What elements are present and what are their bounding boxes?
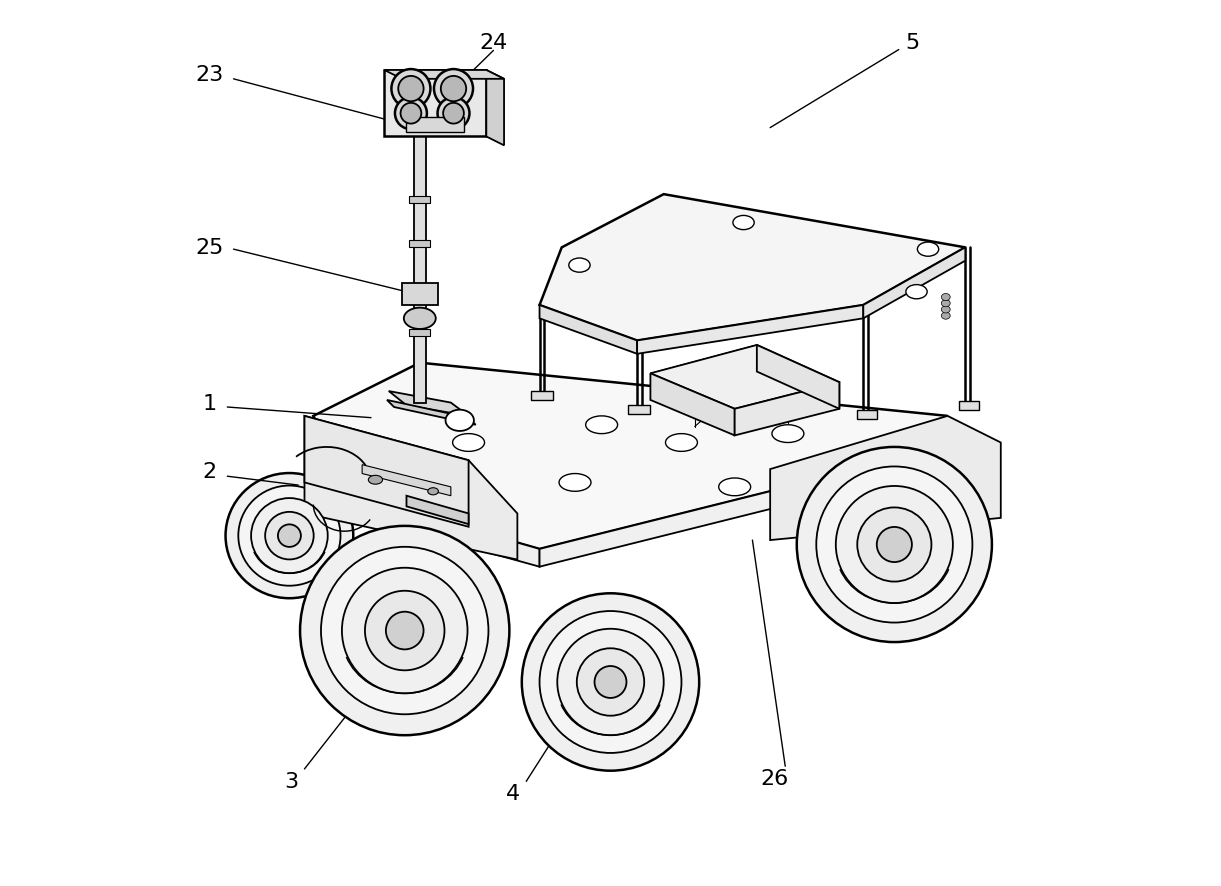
Ellipse shape (817, 467, 972, 623)
Ellipse shape (733, 216, 755, 230)
Ellipse shape (569, 259, 590, 273)
Ellipse shape (433, 70, 473, 109)
Ellipse shape (557, 629, 664, 735)
Polygon shape (863, 248, 966, 319)
Ellipse shape (917, 243, 939, 257)
Ellipse shape (394, 98, 427, 130)
Polygon shape (857, 410, 877, 419)
Text: 25: 25 (195, 238, 223, 258)
Polygon shape (540, 306, 637, 354)
Text: 1: 1 (203, 393, 216, 413)
Ellipse shape (540, 611, 681, 753)
Polygon shape (409, 285, 431, 292)
Polygon shape (409, 197, 431, 204)
Text: 3: 3 (284, 772, 298, 791)
Ellipse shape (941, 307, 950, 314)
Ellipse shape (252, 499, 327, 573)
Ellipse shape (576, 649, 645, 716)
Ellipse shape (443, 104, 464, 124)
Ellipse shape (453, 434, 485, 452)
Ellipse shape (906, 285, 927, 299)
Ellipse shape (595, 666, 626, 698)
Text: 24: 24 (480, 33, 508, 52)
Ellipse shape (857, 508, 932, 582)
Ellipse shape (365, 591, 444, 671)
Ellipse shape (321, 548, 488, 714)
Ellipse shape (398, 77, 424, 102)
Ellipse shape (226, 473, 353, 599)
Polygon shape (304, 416, 469, 527)
Ellipse shape (797, 447, 991, 642)
Ellipse shape (441, 77, 466, 102)
Ellipse shape (404, 308, 436, 330)
Polygon shape (407, 496, 469, 525)
Text: 2: 2 (203, 462, 216, 481)
Ellipse shape (238, 486, 341, 586)
Ellipse shape (665, 434, 697, 452)
Ellipse shape (772, 425, 803, 443)
Polygon shape (304, 416, 518, 560)
Ellipse shape (446, 410, 474, 431)
Ellipse shape (586, 416, 618, 434)
Ellipse shape (369, 476, 382, 485)
Polygon shape (757, 346, 839, 409)
Ellipse shape (719, 478, 751, 496)
Polygon shape (540, 474, 841, 567)
Polygon shape (407, 118, 464, 133)
Polygon shape (651, 374, 735, 436)
Polygon shape (770, 416, 1001, 540)
Polygon shape (353, 496, 540, 567)
Polygon shape (385, 71, 486, 137)
Polygon shape (385, 71, 504, 80)
Ellipse shape (559, 474, 591, 492)
Ellipse shape (386, 612, 424, 649)
Polygon shape (958, 401, 978, 410)
Ellipse shape (342, 568, 468, 694)
Ellipse shape (300, 526, 509, 735)
Polygon shape (486, 71, 504, 146)
Ellipse shape (836, 486, 952, 603)
Polygon shape (387, 400, 476, 425)
Text: 23: 23 (195, 66, 223, 85)
Text: 4: 4 (505, 783, 520, 803)
Polygon shape (363, 465, 451, 496)
Text: 5: 5 (905, 33, 919, 52)
Ellipse shape (521, 594, 700, 771)
Polygon shape (540, 195, 966, 341)
Ellipse shape (941, 313, 950, 320)
Ellipse shape (877, 527, 912, 563)
Ellipse shape (400, 104, 421, 124)
Polygon shape (629, 406, 651, 415)
Polygon shape (414, 137, 426, 403)
Polygon shape (637, 306, 863, 354)
Ellipse shape (427, 488, 438, 495)
Polygon shape (388, 392, 469, 416)
Ellipse shape (265, 512, 314, 560)
Ellipse shape (941, 294, 950, 301)
Ellipse shape (941, 300, 950, 307)
Polygon shape (735, 383, 839, 436)
Polygon shape (651, 346, 839, 409)
Polygon shape (531, 392, 553, 400)
Polygon shape (402, 284, 437, 306)
Ellipse shape (392, 70, 431, 109)
Polygon shape (409, 241, 431, 248)
Polygon shape (841, 416, 947, 492)
Polygon shape (314, 363, 947, 549)
Ellipse shape (278, 525, 300, 548)
Polygon shape (314, 416, 353, 516)
Polygon shape (409, 330, 431, 337)
Ellipse shape (437, 98, 469, 130)
Text: 26: 26 (761, 768, 789, 788)
